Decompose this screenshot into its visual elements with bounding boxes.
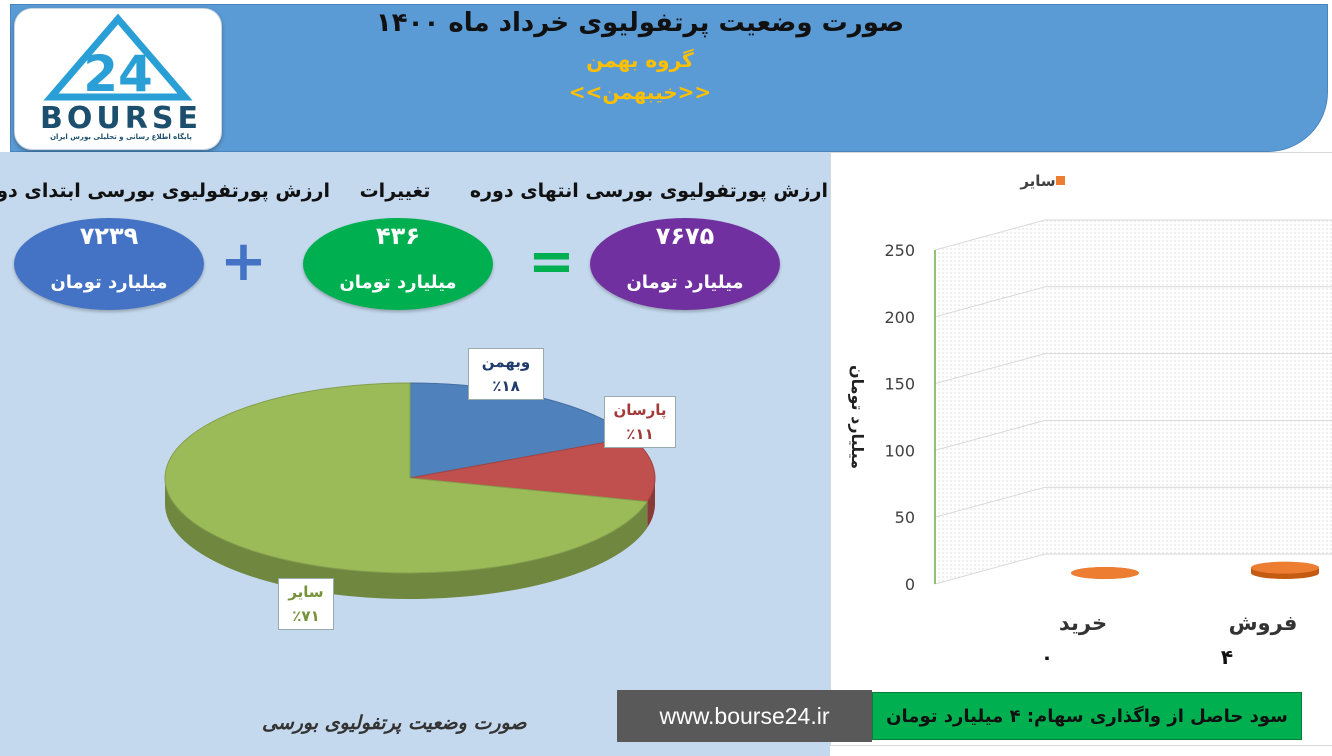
end-value: ۷۶۷۵ — [655, 222, 715, 250]
end-value-ellipse: ۷۶۷۵ میلیارد تومان — [590, 218, 780, 310]
logo-subtext: پایگاه اطلاع رسانی و تحلیلی بورس ایران — [50, 133, 192, 141]
y-tick-3: 150 — [884, 375, 915, 394]
pie-label-parsan-name: پارسان — [613, 401, 667, 419]
change-value: ۴۳۶ — [376, 222, 420, 250]
start-value-ellipse: ۷۲۳۹ میلیارد تومان — [14, 218, 204, 310]
pie-label-other: سایر ٪۷۱ — [278, 578, 334, 630]
start-value-unit: میلیارد تومان — [50, 272, 168, 293]
change-value-unit: میلیارد تومان — [339, 272, 457, 293]
y-tick-1: 50 — [895, 508, 915, 527]
legend-swatch — [1056, 176, 1065, 185]
y-axis-label: میلیارد تومان — [848, 365, 867, 469]
company-symbol: <<خیبهمن>> — [568, 80, 712, 104]
end-value-unit: میلیارد تومان — [626, 272, 744, 293]
plus-sign: + — [220, 229, 267, 294]
bar-value-label-0: ۴ — [1221, 645, 1233, 669]
website-link[interactable]: www.bourse24.ir — [617, 690, 872, 742]
company-name: گروه بهمن — [586, 48, 694, 72]
pie-label-vbahman: وبهمن ٪۱۸ — [468, 348, 544, 400]
header-banner — [10, 4, 1328, 152]
profit-summary: سود حاصل از واگذاری سهام: ۴ میلیارد توما… — [872, 692, 1302, 740]
bar-side-wall — [935, 220, 1045, 584]
grid-diag-5 — [934, 219, 1046, 251]
pie-label-vbahman-pct: ٪۱۸ — [492, 377, 520, 395]
pie-label-parsan-pct: ٪۱۱ — [626, 425, 654, 443]
bar-value-label-1: ۰ — [1041, 645, 1053, 669]
pie-label-other-pct: ٪۷۱ — [292, 607, 320, 625]
x-category-0: فروش — [1229, 611, 1298, 635]
y-tick-5: 250 — [884, 241, 915, 260]
change-ellipse: ۴۳۶ میلیارد تومان — [303, 218, 493, 310]
logo-text: BOURSE — [40, 101, 202, 136]
portfolio-pie-chart — [164, 382, 656, 599]
equals-sign: = — [528, 229, 575, 294]
logo-mark-icon: 24 — [43, 13, 193, 101]
bar-top-0 — [1251, 561, 1319, 574]
pie-slice-2 — [164, 382, 649, 574]
bourse24-logo[interactable]: 24 BOURSE پایگاه اطلاع رسانی و تحلیلی بو… — [14, 8, 222, 150]
trades-bar-chart: 0 50 100 150 200 250 میلیارد تومان سایر فروش ۴ خری… — [848, 172, 1332, 669]
start-value: ۷۲۳۹ — [79, 222, 139, 250]
grid-diag-2 — [934, 419, 1046, 451]
end-value-heading: ارزش پورتفولیوی بورسی انتهای دوره — [469, 180, 828, 202]
logo-mark-text: 24 — [83, 45, 153, 101]
change-heading: تغییرات — [359, 180, 431, 202]
y-tick-4: 200 — [884, 308, 915, 327]
footer-caption: صورت وضعیت پرتفولیوی بورسی — [262, 712, 527, 734]
legend-label: سایر — [1019, 172, 1055, 190]
start-value-heading: ارزش پورتفولیوی بورسی ابتدای دوره — [0, 180, 330, 202]
page-title: صورت وضعیت پرتفولیوی خرداد ماه ۱۴۰۰ — [375, 8, 905, 38]
y-tick-2: 100 — [884, 441, 915, 460]
pie-side-2 — [164, 478, 648, 599]
grid-diag-1 — [934, 486, 1046, 518]
pie-label-vbahman-name: وبهمن — [481, 353, 531, 371]
y-tick-0: 0 — [905, 575, 915, 594]
pie-label-other-name: سایر — [288, 583, 324, 601]
bar-back-wall — [1045, 220, 1332, 554]
bar-top-1 — [1071, 567, 1139, 579]
grid-diag-4 — [934, 286, 1046, 318]
grid-diag-3 — [934, 353, 1046, 385]
pie-label-parsan: پارسان ٪۱۱ — [604, 396, 676, 448]
grid-diag-0 — [934, 553, 1046, 585]
x-category-1: خرید — [1059, 611, 1107, 635]
